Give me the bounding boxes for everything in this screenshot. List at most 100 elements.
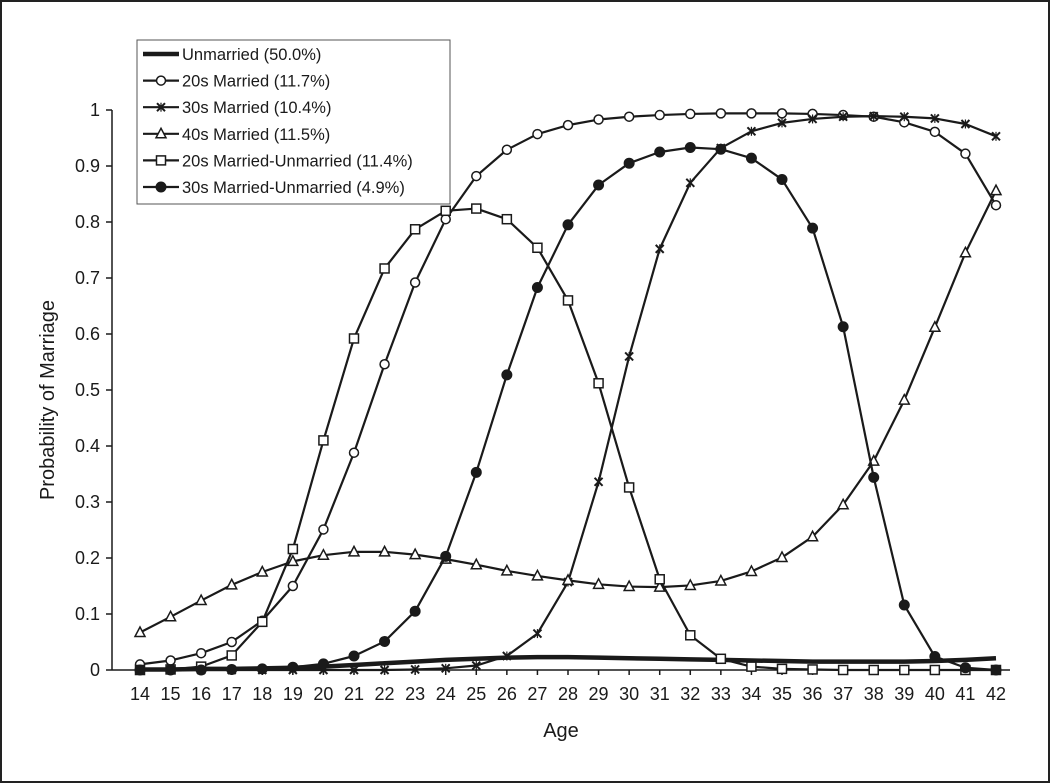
legend-box [136, 39, 451, 205]
data-point [156, 102, 166, 112]
data-point [287, 661, 299, 673]
y-tick-label: 0.8 [75, 212, 100, 232]
data-point [776, 173, 788, 185]
data-point [776, 663, 788, 675]
data-point [470, 466, 482, 478]
data-point [501, 369, 513, 381]
y-tick-label: 1 [90, 100, 100, 120]
data-point [471, 203, 482, 214]
x-tick-label: 31 [650, 684, 670, 704]
data-point [622, 579, 636, 592]
legend-label: 30s Married-Unmarried (4.9%) [182, 179, 405, 197]
x-tick-label: 39 [894, 684, 914, 704]
data-point [807, 222, 819, 234]
data-point [441, 663, 451, 674]
data-point [624, 351, 634, 362]
data-point [194, 593, 208, 606]
data-point [928, 320, 942, 333]
data-point [226, 663, 238, 675]
x-tick-label: 32 [680, 684, 700, 704]
data-point [287, 543, 299, 555]
data-point [655, 244, 665, 254]
data-point [378, 544, 391, 557]
x-tick-label: 41 [955, 684, 975, 704]
data-point [929, 664, 941, 676]
data-point [930, 113, 940, 124]
legend-label: 20s Married-Unmarried (11.4%) [182, 152, 413, 170]
data-point [929, 651, 941, 663]
x-tick-label: 17 [222, 684, 242, 704]
data-point [989, 183, 1003, 196]
y-tick-label: 0.6 [75, 324, 100, 344]
data-point [685, 178, 695, 188]
x-tick-label: 37 [833, 684, 853, 704]
series-30s-married-unmarried-4-9 [134, 142, 1002, 676]
data-point [929, 126, 941, 138]
data-point [408, 547, 422, 560]
data-point [623, 111, 635, 122]
data-point [195, 647, 207, 659]
data-point [990, 199, 1002, 211]
series-layer [133, 108, 1003, 676]
data-point [409, 605, 421, 617]
x-tick-label: 28 [558, 684, 578, 704]
data-point [960, 148, 971, 159]
y-tick-label: 0.2 [75, 548, 100, 568]
x-tick-label: 18 [252, 684, 272, 704]
data-point [959, 662, 971, 674]
data-point [501, 213, 513, 225]
data-point [256, 663, 268, 675]
y-tick-label: 0.3 [75, 492, 100, 512]
legend-label: 20s Married (11.7%) [182, 73, 330, 91]
data-point [500, 563, 514, 576]
legend: Unmarried (50.0%) 20s Married (11.7%) 30s … [136, 39, 451, 205]
y-tick-label: 0.5 [75, 380, 100, 400]
data-point [562, 219, 574, 231]
legend-item-20s-married-unmarried-11-4: 20s Married-Unmarried (11.4%) [143, 152, 413, 170]
data-point [155, 155, 167, 166]
series-40s-married-11-5 [133, 183, 1003, 638]
x-tick-label: 40 [925, 684, 945, 704]
series-line [139, 190, 997, 634]
data-point [165, 655, 176, 666]
legend-item-20s-married-11-7: 20s Married (11.7%) [143, 73, 330, 91]
data-point [409, 224, 421, 235]
x-tick-label: 22 [375, 684, 395, 704]
data-point [623, 157, 635, 169]
legend-item-40s-married-11-5: 40s Married (11.5%) [143, 126, 330, 144]
data-point [990, 664, 1002, 676]
data-point [654, 574, 665, 585]
data-point [562, 119, 574, 131]
data-point [715, 653, 727, 665]
data-point [348, 650, 360, 662]
data-point [561, 573, 575, 586]
data-point [317, 658, 329, 670]
data-point [164, 609, 177, 622]
data-point [592, 577, 605, 590]
series-20s-married-unmarried-11-4 [134, 203, 1002, 676]
data-point [532, 242, 543, 254]
data-point [991, 131, 1001, 142]
data-point [440, 550, 452, 562]
y-tick-label: 0.7 [75, 268, 100, 288]
data-point [349, 665, 359, 675]
x-tick-label: 35 [772, 684, 792, 704]
data-point [134, 664, 146, 676]
x-tick-label: 23 [405, 684, 425, 704]
legend-label: 30s Married (10.4%) [182, 99, 331, 117]
x-tick-label: 42 [986, 684, 1006, 704]
data-point [256, 564, 269, 577]
x-tick-label: 16 [191, 684, 211, 704]
data-point [959, 245, 972, 258]
x-tick-label: 34 [741, 684, 761, 704]
data-point [379, 263, 390, 274]
y-tick-label: 0.9 [75, 156, 100, 176]
data-point [807, 114, 818, 124]
data-point [684, 142, 696, 154]
data-point [899, 112, 909, 122]
data-point [898, 392, 911, 405]
data-point [654, 109, 665, 121]
data-point [409, 277, 421, 288]
data-point [684, 578, 697, 591]
